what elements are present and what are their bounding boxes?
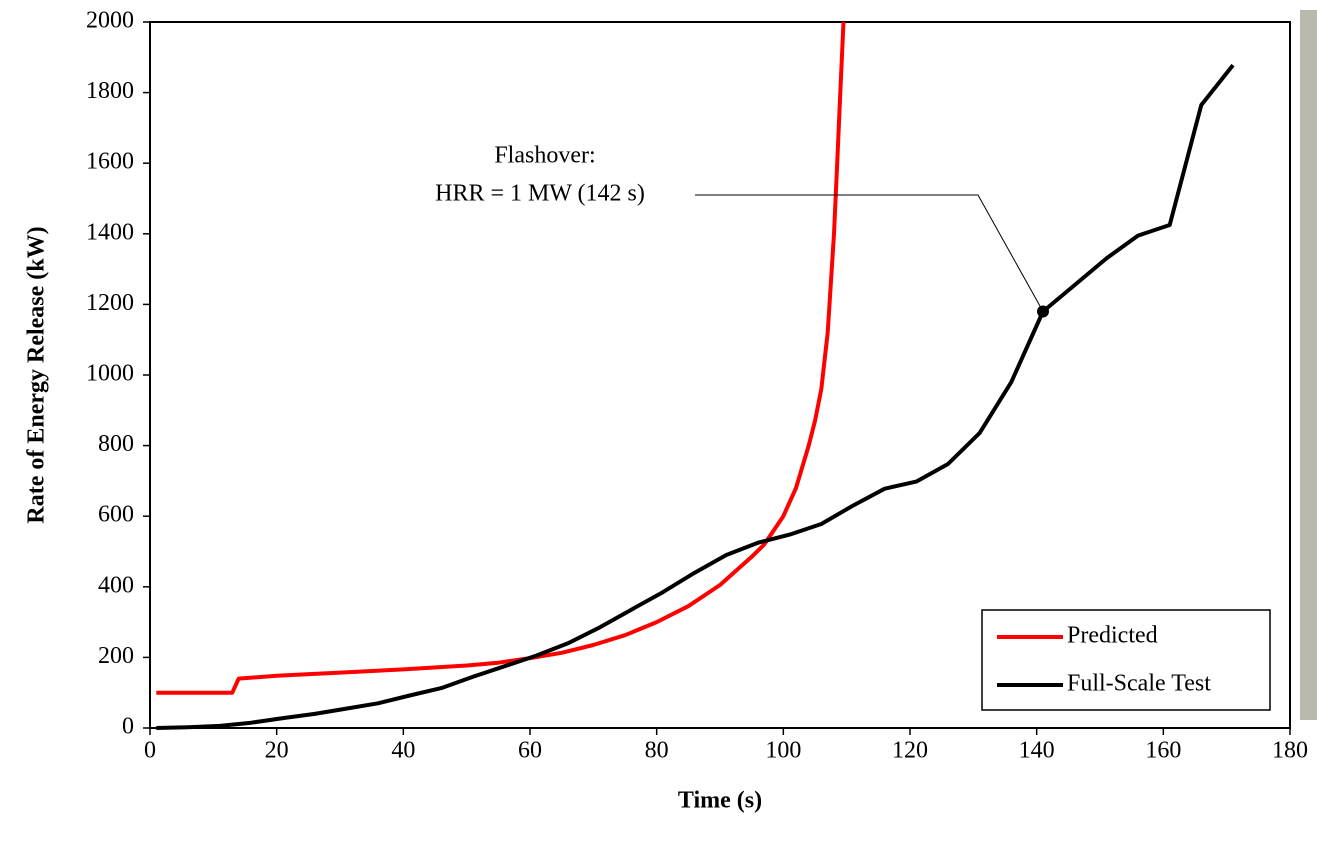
x-tick-label: 160 [1145, 738, 1181, 764]
x-tick-label: 20 [265, 738, 289, 764]
y-tick-label: 0 [122, 714, 134, 740]
x-tick-label: 120 [892, 738, 928, 764]
legend-box [981, 609, 1271, 711]
y-tick-label: 2000 [86, 8, 134, 34]
series-line [156, 21, 846, 695]
annotation-text: HRR = 1 MW (142 s) [435, 181, 645, 207]
x-tick-label: 60 [518, 738, 542, 764]
x-axis-label: Time (s) [678, 788, 762, 814]
y-tick-label: 1200 [86, 290, 134, 316]
y-tick-label: 800 [98, 431, 134, 457]
legend-label: Full-Scale Test [1067, 671, 1211, 697]
y-tick-label: 600 [98, 502, 134, 528]
x-tick-label: 180 [1272, 738, 1308, 764]
leader-line [695, 194, 1044, 312]
y-tick-label: 1800 [86, 78, 134, 104]
x-tick-label: 40 [391, 738, 415, 764]
y-tick-label: 1000 [86, 361, 134, 387]
x-tick-label: 80 [645, 738, 669, 764]
x-tick-label: 0 [144, 738, 156, 764]
series-line [156, 63, 1235, 730]
annotation-text: Flashover: [494, 143, 595, 169]
y-tick-label: 1400 [86, 219, 134, 245]
legend-label: Predicted [1067, 623, 1158, 649]
x-tick-label: 140 [1019, 738, 1055, 764]
annotation-marker [1037, 305, 1049, 318]
y-tick-label: 1600 [86, 149, 134, 175]
y-tick-label: 200 [98, 643, 134, 669]
x-tick-label: 100 [765, 738, 801, 764]
y-axis-label: Rate of Energy Release (kW) [24, 226, 50, 523]
y-tick-label: 400 [98, 572, 134, 598]
photo-strip [1300, 10, 1317, 720]
